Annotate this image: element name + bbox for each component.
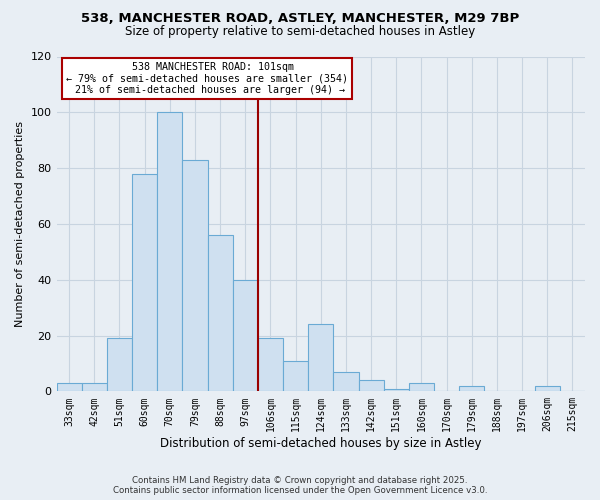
Bar	[56, 383, 82, 392]
Bar	[409, 383, 434, 392]
Bar	[82, 383, 107, 392]
Bar	[258, 338, 283, 392]
Bar	[334, 372, 359, 392]
X-axis label: Distribution of semi-detached houses by size in Astley: Distribution of semi-detached houses by …	[160, 437, 482, 450]
Bar	[182, 160, 208, 392]
Bar	[283, 360, 308, 392]
Y-axis label: Number of semi-detached properties: Number of semi-detached properties	[15, 121, 25, 327]
Text: 538, MANCHESTER ROAD, ASTLEY, MANCHESTER, M29 7BP: 538, MANCHESTER ROAD, ASTLEY, MANCHESTER…	[81, 12, 519, 26]
Bar	[359, 380, 383, 392]
Bar	[459, 386, 484, 392]
Bar	[132, 174, 157, 392]
Text: Size of property relative to semi-detached houses in Astley: Size of property relative to semi-detach…	[125, 25, 475, 38]
Bar	[383, 388, 409, 392]
Bar	[233, 280, 258, 392]
Bar	[157, 112, 182, 392]
Bar	[208, 235, 233, 392]
Bar	[308, 324, 334, 392]
Bar	[107, 338, 132, 392]
Text: 538 MANCHESTER ROAD: 101sqm
← 79% of semi-detached houses are smaller (354)
 21%: 538 MANCHESTER ROAD: 101sqm ← 79% of sem…	[66, 62, 348, 94]
Bar	[535, 386, 560, 392]
Text: Contains HM Land Registry data © Crown copyright and database right 2025.
Contai: Contains HM Land Registry data © Crown c…	[113, 476, 487, 495]
